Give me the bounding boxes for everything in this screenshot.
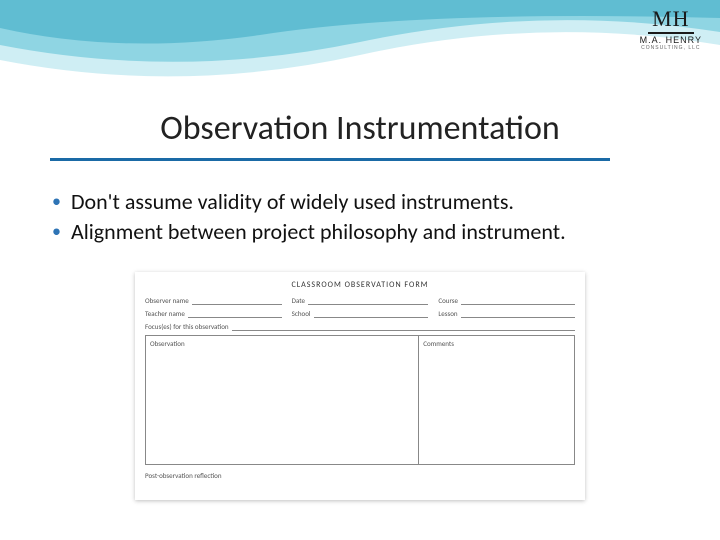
form-grid: Observation Comments	[145, 335, 575, 465]
column-header: Comments	[423, 339, 454, 348]
form-row: Focus(es) for this observation	[145, 322, 575, 331]
form-label: Lesson	[438, 309, 457, 318]
form-footer: Post-observation reflection	[145, 471, 575, 480]
observation-form-image: CLASSROOM OBSERVATION FORM Observer name…	[135, 272, 585, 500]
brand-logo: MH M.A. HENRY CONSULTING, LLC	[640, 8, 702, 51]
logo-main: MH	[648, 8, 693, 34]
form-label: Focus(es) for this observation	[145, 322, 229, 331]
form-label: Observer name	[145, 296, 189, 305]
form-row: Observer name Date Course	[145, 296, 575, 305]
form-label: Date	[292, 296, 305, 305]
form-label: Teacher name	[145, 309, 185, 318]
form-heading: CLASSROOM OBSERVATION FORM	[145, 280, 575, 290]
form-column-observation: Observation	[146, 336, 419, 464]
form-label: School	[292, 309, 311, 318]
bullet-text: Alignment between project philosophy and…	[71, 218, 566, 246]
list-item: • Alignment between project philosophy a…	[52, 218, 680, 246]
list-item: • Don't assume validity of widely used i…	[52, 188, 680, 216]
title-underline	[50, 158, 610, 161]
column-header: Observation	[150, 339, 185, 348]
logo-sub: M.A. HENRY	[640, 36, 702, 45]
slide-title: Observation Instrumentation	[0, 108, 720, 149]
bullet-text: Don't assume validity of widely used ins…	[71, 188, 514, 216]
bullet-icon: •	[52, 218, 61, 245]
wave-background	[0, 0, 720, 100]
logo-tag: CONSULTING, LLC	[640, 46, 702, 51]
form-row: Teacher name School Lesson	[145, 309, 575, 318]
form-label: Course	[438, 296, 458, 305]
form-column-comments: Comments	[419, 336, 574, 464]
bullet-icon: •	[52, 188, 61, 215]
bullet-list: • Don't assume validity of widely used i…	[52, 188, 680, 247]
